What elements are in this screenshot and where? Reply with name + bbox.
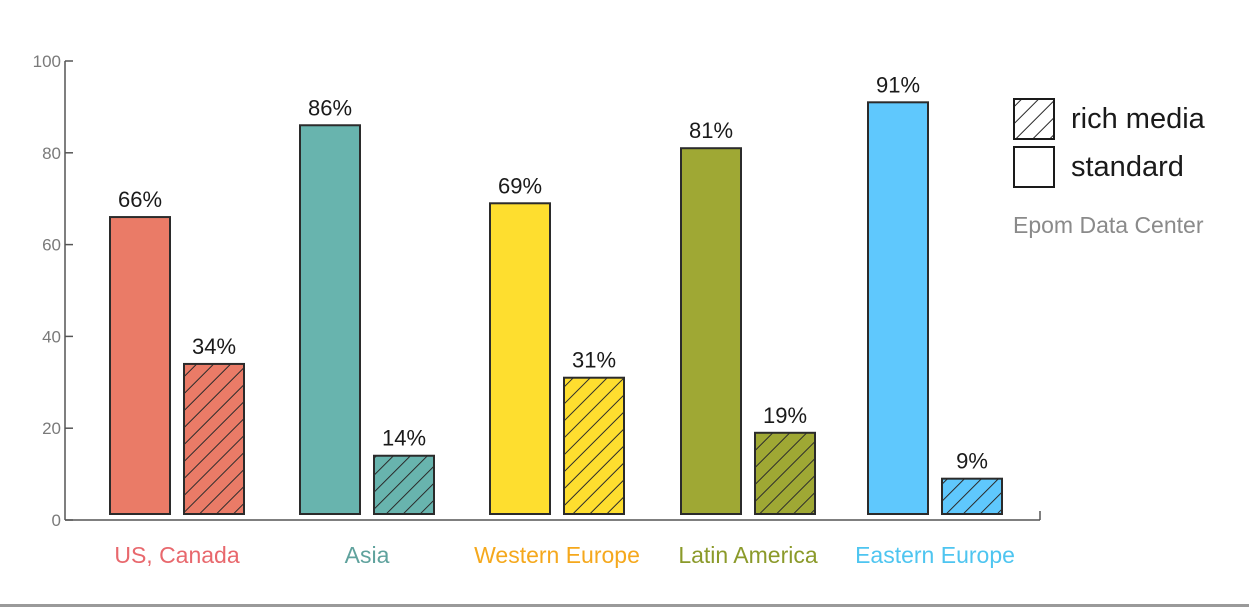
legend: rich media standard — [1013, 98, 1206, 188]
bar-standard — [489, 202, 551, 515]
y-axis: 0 20 40 60 80 100 — [33, 52, 73, 530]
bar-group: 81% 19% — [680, 118, 816, 516]
bottom-divider — [0, 604, 1249, 607]
x-category-label: Eastern Europe — [855, 542, 1015, 568]
source-label: Epom Data Center — [1013, 212, 1204, 238]
y-tick-label: 0 — [52, 511, 61, 530]
data-label: 81% — [689, 118, 733, 143]
x-category-label: US, Canada — [114, 542, 240, 568]
data-label: 31% — [572, 348, 616, 373]
bar-rich-media — [941, 477, 1003, 516]
data-label: 14% — [382, 426, 426, 451]
bar-standard — [867, 101, 929, 515]
legend-label: standard — [1071, 151, 1184, 183]
bar-standard — [109, 216, 171, 515]
x-category-label: Western Europe — [474, 542, 640, 568]
y-tick-label: 80 — [42, 144, 61, 163]
data-label: 91% — [876, 72, 920, 97]
bar-standard — [680, 147, 742, 516]
bar-rich-media — [183, 362, 245, 515]
data-label: 34% — [192, 334, 236, 359]
bar-group: 69% 31% — [489, 173, 625, 515]
data-label: 19% — [763, 403, 807, 428]
legend-swatch-hatched — [1013, 98, 1055, 140]
bar-group: 86% 14% — [299, 95, 435, 515]
legend-label: rich media — [1071, 103, 1206, 135]
data-label: 69% — [498, 173, 542, 198]
data-label: 66% — [118, 187, 162, 212]
bar-group: 66% 34% — [109, 187, 245, 515]
bar-group: 91% 9% — [867, 72, 1003, 516]
y-tick-label: 100 — [33, 52, 61, 71]
x-category-label: Asia — [345, 542, 390, 568]
x-axis: US, Canada Asia Western Europe Latin Americ… — [65, 511, 1041, 568]
bar-standard — [299, 124, 361, 515]
legend-swatch-solid — [1013, 146, 1055, 188]
x-category-label: Latin America — [678, 542, 818, 568]
bar-rich-media — [373, 454, 435, 515]
data-label: 9% — [956, 449, 988, 474]
bar-rich-media — [754, 431, 816, 516]
y-tick-label: 60 — [42, 236, 61, 255]
bar-rich-media — [563, 376, 625, 515]
bars: 66% 34% 86% 14% 69% 31% 81% 19% 91% 9% — [109, 72, 1003, 516]
y-tick-label: 40 — [42, 327, 61, 346]
data-label: 86% — [308, 95, 352, 120]
y-tick-label: 20 — [42, 419, 61, 438]
